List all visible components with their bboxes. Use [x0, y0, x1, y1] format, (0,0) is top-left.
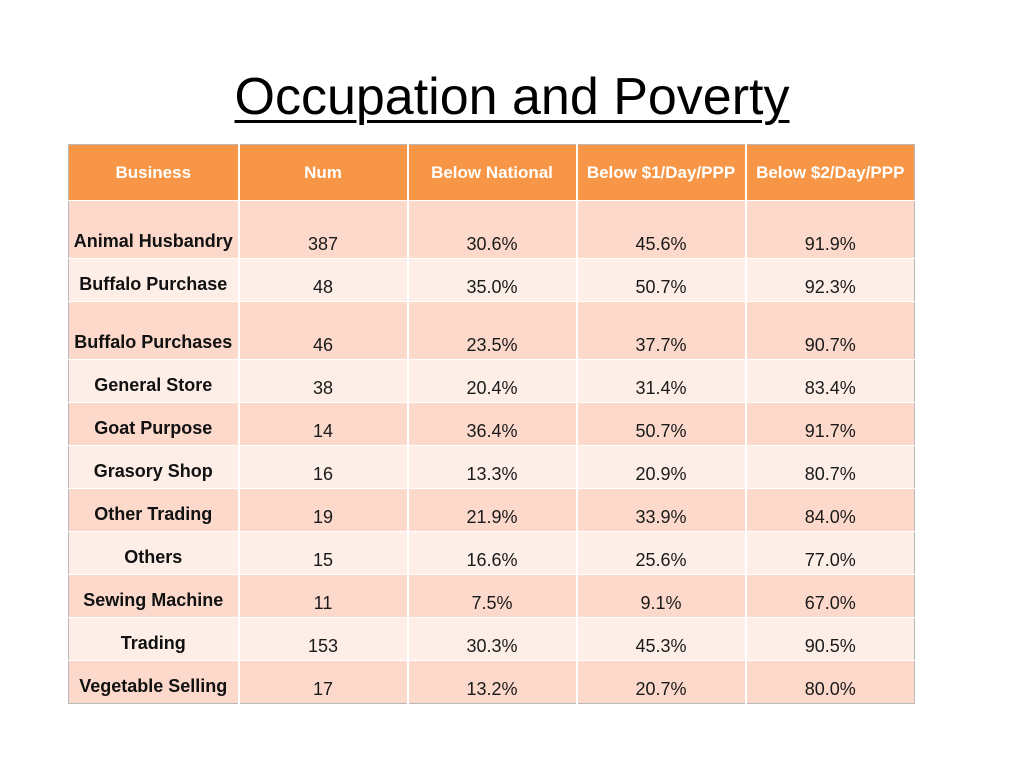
- cell-below-1-day: 45.6%: [576, 200, 747, 259]
- table-row: Buffalo Purchase 48 35.0% 50.7% 92.3%: [68, 258, 915, 302]
- cell-below-national: 21.9%: [407, 488, 578, 532]
- cell-below-1-day: 20.7%: [576, 660, 747, 704]
- cell-business: Animal Husbandry: [68, 200, 240, 259]
- table-row: Grasory Shop 16 13.3% 20.9% 80.7%: [68, 445, 915, 489]
- cell-below-2-day: 91.7%: [745, 402, 915, 446]
- poverty-table: Business Num Below National Below $1/Day…: [68, 144, 915, 704]
- cell-business: Trading: [68, 617, 240, 661]
- cell-num: 19: [238, 488, 409, 532]
- cell-below-2-day: 90.7%: [745, 301, 915, 360]
- header-below-2-day: Below $2/Day/PPP: [745, 144, 915, 201]
- cell-below-national: 13.2%: [407, 660, 578, 704]
- cell-below-national: 30.3%: [407, 617, 578, 661]
- cell-below-2-day: 91.9%: [745, 200, 915, 259]
- cell-below-1-day: 50.7%: [576, 258, 747, 302]
- table-row: Sewing Machine 11 7.5% 9.1% 67.0%: [68, 574, 915, 618]
- cell-num: 17: [238, 660, 409, 704]
- cell-num: 14: [238, 402, 409, 446]
- cell-below-2-day: 80.0%: [745, 660, 915, 704]
- cell-below-2-day: 90.5%: [745, 617, 915, 661]
- cell-num: 16: [238, 445, 409, 489]
- cell-num: 46: [238, 301, 409, 360]
- cell-business: Goat Purpose: [68, 402, 240, 446]
- cell-num: 11: [238, 574, 409, 618]
- cell-business: Buffalo Purchases: [68, 301, 240, 360]
- cell-below-1-day: 9.1%: [576, 574, 747, 618]
- cell-below-national: 36.4%: [407, 402, 578, 446]
- table-row: Others 15 16.6% 25.6% 77.0%: [68, 531, 915, 575]
- cell-business: Others: [68, 531, 240, 575]
- cell-business: Buffalo Purchase: [68, 258, 240, 302]
- cell-business: General Store: [68, 359, 240, 403]
- cell-business: Vegetable Selling: [68, 660, 240, 704]
- cell-below-2-day: 83.4%: [745, 359, 915, 403]
- cell-below-1-day: 33.9%: [576, 488, 747, 532]
- cell-num: 387: [238, 200, 409, 259]
- table-row: Other Trading 19 21.9% 33.9% 84.0%: [68, 488, 915, 532]
- table-row: Animal Husbandry 387 30.6% 45.6% 91.9%: [68, 200, 915, 259]
- cell-below-1-day: 37.7%: [576, 301, 747, 360]
- cell-num: 15: [238, 531, 409, 575]
- header-business: Business: [68, 144, 240, 201]
- cell-below-1-day: 20.9%: [576, 445, 747, 489]
- header-below-1-day: Below $1/Day/PPP: [576, 144, 747, 201]
- cell-below-1-day: 50.7%: [576, 402, 747, 446]
- cell-below-national: 7.5%: [407, 574, 578, 618]
- cell-below-national: 20.4%: [407, 359, 578, 403]
- cell-below-national: 16.6%: [407, 531, 578, 575]
- table-row: Goat Purpose 14 36.4% 50.7% 91.7%: [68, 402, 915, 446]
- cell-business: Other Trading: [68, 488, 240, 532]
- cell-below-2-day: 67.0%: [745, 574, 915, 618]
- cell-below-1-day: 45.3%: [576, 617, 747, 661]
- header-below-national: Below National: [407, 144, 578, 201]
- cell-below-2-day: 80.7%: [745, 445, 915, 489]
- cell-business: Sewing Machine: [68, 574, 240, 618]
- cell-below-national: 30.6%: [407, 200, 578, 259]
- table-row: Trading 153 30.3% 45.3% 90.5%: [68, 617, 915, 661]
- cell-business: Grasory Shop: [68, 445, 240, 489]
- cell-below-2-day: 77.0%: [745, 531, 915, 575]
- table-header-row: Business Num Below National Below $1/Day…: [68, 144, 915, 201]
- cell-below-1-day: 25.6%: [576, 531, 747, 575]
- cell-num: 38: [238, 359, 409, 403]
- cell-below-2-day: 92.3%: [745, 258, 915, 302]
- table-row: Buffalo Purchases 46 23.5% 37.7% 90.7%: [68, 301, 915, 360]
- cell-below-national: 13.3%: [407, 445, 578, 489]
- cell-below-national: 35.0%: [407, 258, 578, 302]
- cell-below-2-day: 84.0%: [745, 488, 915, 532]
- cell-num: 48: [238, 258, 409, 302]
- cell-below-1-day: 31.4%: [576, 359, 747, 403]
- cell-num: 153: [238, 617, 409, 661]
- slide-title: Occupation and Poverty: [234, 68, 790, 126]
- table-row: General Store 38 20.4% 31.4% 83.4%: [68, 359, 915, 403]
- cell-below-national: 23.5%: [407, 301, 578, 360]
- table-row: Vegetable Selling 17 13.2% 20.7% 80.0%: [68, 660, 915, 704]
- header-num: Num: [238, 144, 409, 201]
